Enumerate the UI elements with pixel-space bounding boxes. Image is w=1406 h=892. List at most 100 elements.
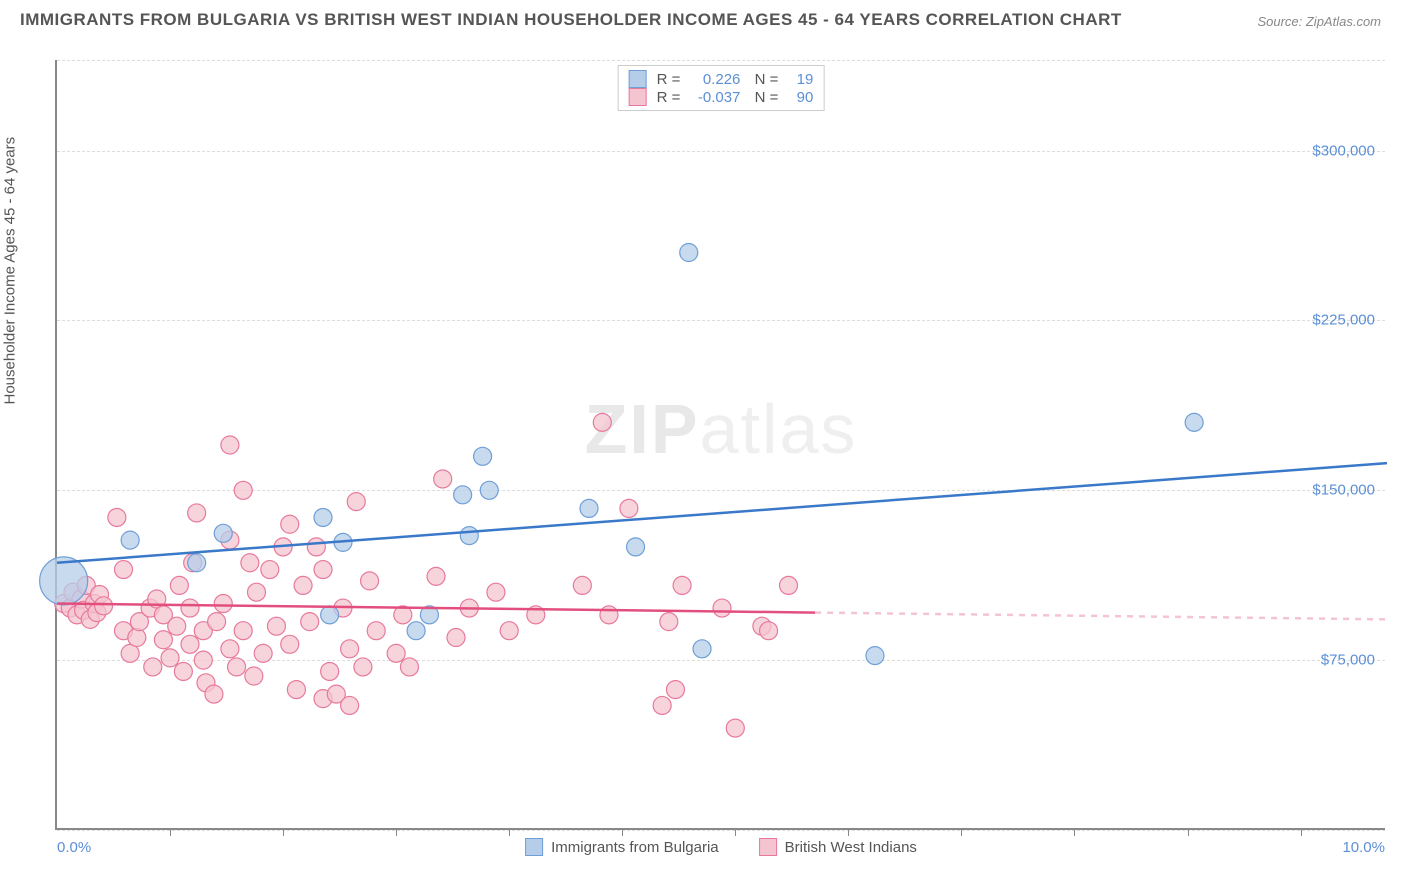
scatter-point: [474, 447, 492, 465]
scatter-point: [666, 681, 684, 699]
trendline-dashed: [815, 613, 1387, 620]
x-tick: [961, 828, 962, 836]
scatter-point: [208, 613, 226, 631]
scatter-point: [427, 567, 445, 585]
scatter-point: [321, 662, 339, 680]
scatter-point: [281, 635, 299, 653]
scatter-point: [281, 515, 299, 533]
scatter-point: [234, 481, 252, 499]
x-tick: [170, 828, 171, 836]
scatter-point: [248, 583, 266, 601]
scatter-point: [128, 629, 146, 647]
scatter-point: [500, 622, 518, 640]
scatter-point: [660, 613, 678, 631]
scatter-point: [144, 658, 162, 676]
scatter-point: [174, 662, 192, 680]
scatter-point: [121, 531, 139, 549]
scatter-point: [693, 640, 711, 658]
scatter-point: [447, 629, 465, 647]
scatter-point: [115, 561, 133, 579]
scatter-point: [108, 508, 126, 526]
scatter-point: [314, 561, 332, 579]
scatter-point: [580, 499, 598, 517]
scatter-point: [460, 527, 478, 545]
scatter-point: [287, 681, 305, 699]
scatter-point: [267, 617, 285, 635]
x-axis-min-label: 0.0%: [57, 839, 91, 856]
scatter-point: [228, 658, 246, 676]
chart-title: IMMIGRANTS FROM BULGARIA VS BRITISH WEST…: [20, 10, 1122, 30]
scatter-point: [214, 595, 232, 613]
scatter-point: [245, 667, 263, 685]
scatter-svg: [57, 60, 1385, 828]
scatter-point: [487, 583, 505, 601]
scatter-point: [400, 658, 418, 676]
scatter-point: [170, 576, 188, 594]
scatter-point: [653, 696, 671, 714]
trendline: [57, 463, 1387, 563]
gridline: [57, 830, 1385, 831]
x-tick: [396, 828, 397, 836]
scatter-point: [780, 576, 798, 594]
swatch-bwi: [759, 838, 777, 856]
scatter-point: [221, 436, 239, 454]
legend-bottom: Immigrants from Bulgaria British West In…: [525, 838, 917, 856]
scatter-point: [341, 640, 359, 658]
legend-label-bulgaria: Immigrants from Bulgaria: [551, 839, 719, 856]
scatter-point: [627, 538, 645, 556]
scatter-point: [866, 647, 884, 665]
legend-label-bwi: British West Indians: [785, 839, 917, 856]
scatter-point: [361, 572, 379, 590]
scatter-point: [261, 561, 279, 579]
scatter-point: [1185, 413, 1203, 431]
scatter-point: [307, 538, 325, 556]
swatch-bulgaria: [525, 838, 543, 856]
scatter-point: [573, 576, 591, 594]
scatter-point: [321, 606, 339, 624]
scatter-point: [95, 597, 113, 615]
scatter-point: [205, 685, 223, 703]
scatter-point: [241, 554, 259, 572]
scatter-point: [314, 508, 332, 526]
x-tick: [283, 828, 284, 836]
scatter-point: [347, 493, 365, 511]
scatter-point: [294, 576, 312, 594]
scatter-point: [620, 499, 638, 517]
x-tick: [509, 828, 510, 836]
x-tick: [622, 828, 623, 836]
scatter-point: [726, 719, 744, 737]
scatter-point: [434, 470, 452, 488]
x-tick: [1188, 828, 1189, 836]
scatter-point: [341, 696, 359, 714]
scatter-point: [168, 617, 186, 635]
scatter-point: [593, 413, 611, 431]
x-tick: [1074, 828, 1075, 836]
scatter-point: [40, 557, 88, 605]
scatter-point: [221, 640, 239, 658]
scatter-point: [181, 635, 199, 653]
scatter-point: [387, 644, 405, 662]
scatter-point: [234, 622, 252, 640]
scatter-point: [600, 606, 618, 624]
scatter-point: [154, 631, 172, 649]
x-tick: [1301, 828, 1302, 836]
legend-item-bwi: British West Indians: [759, 838, 917, 856]
scatter-point: [673, 576, 691, 594]
scatter-point: [367, 622, 385, 640]
scatter-point: [161, 649, 179, 667]
scatter-point: [188, 554, 206, 572]
scatter-point: [214, 524, 232, 542]
scatter-point: [480, 481, 498, 499]
scatter-point: [454, 486, 472, 504]
plot-area: ZIPatlas $75,000$150,000$225,000$300,000…: [55, 60, 1385, 830]
scatter-point: [760, 622, 778, 640]
scatter-point: [181, 599, 199, 617]
scatter-point: [301, 613, 319, 631]
x-tick: [735, 828, 736, 836]
y-axis-label: Householder Income Ages 45 - 64 years: [2, 137, 19, 405]
legend-item-bulgaria: Immigrants from Bulgaria: [525, 838, 719, 856]
scatter-point: [354, 658, 372, 676]
x-axis-max-label: 10.0%: [1342, 839, 1385, 856]
source-attribution: Source: ZipAtlas.com: [1257, 14, 1381, 29]
scatter-point: [407, 622, 425, 640]
